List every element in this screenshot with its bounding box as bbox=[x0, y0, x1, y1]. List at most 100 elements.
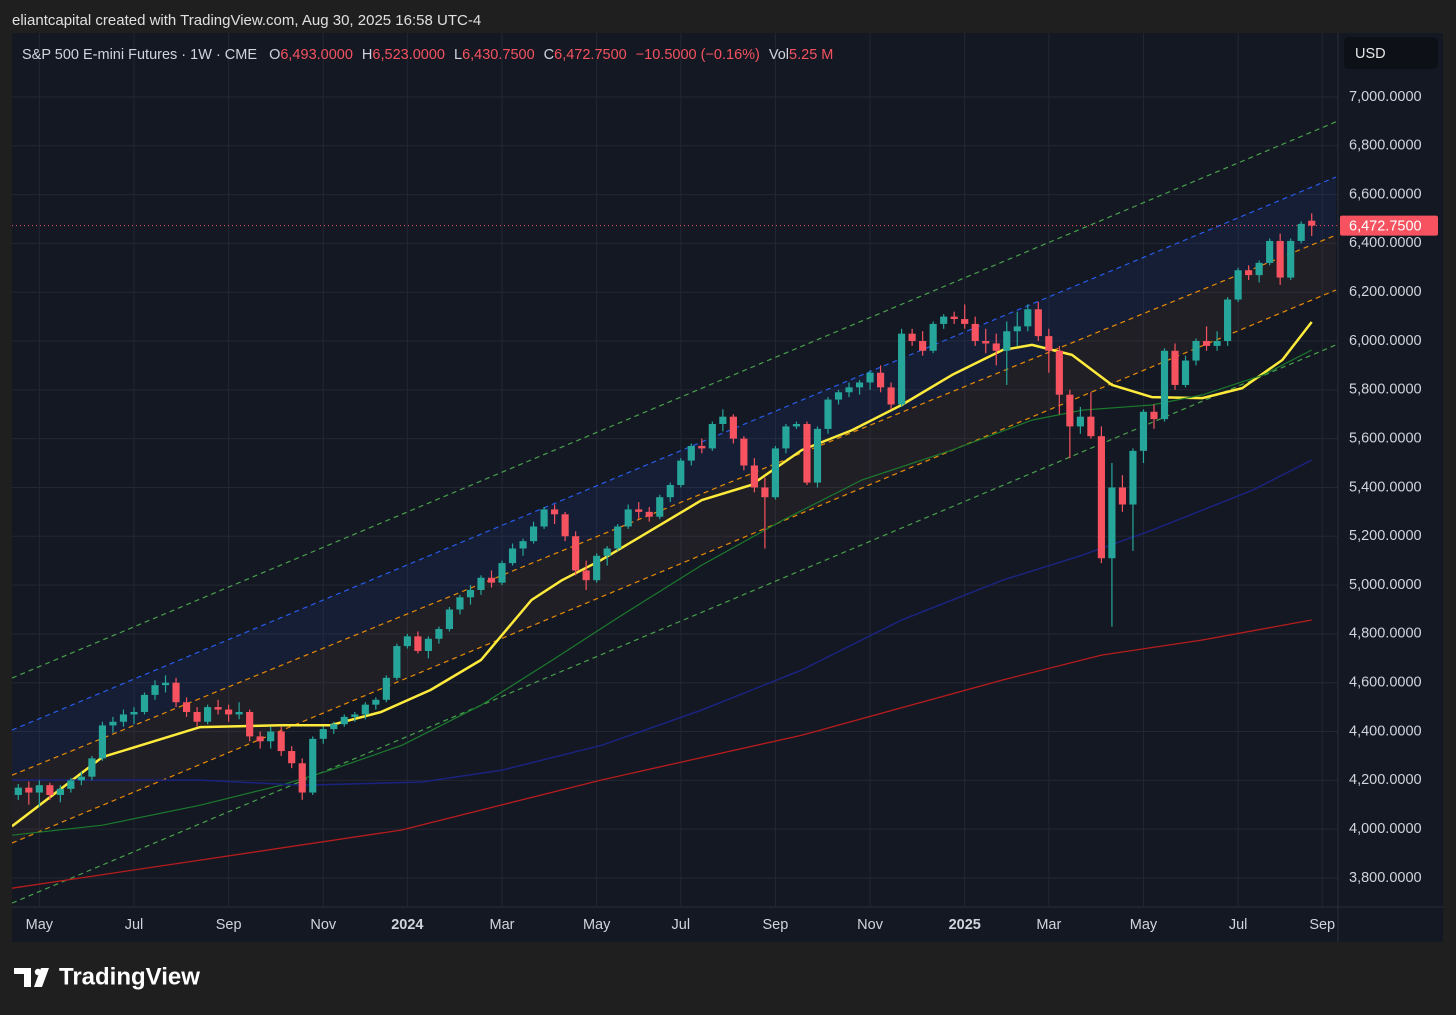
y-tick-label: 5,200.0000 bbox=[1349, 528, 1422, 544]
candle-body bbox=[656, 497, 664, 517]
candle-body bbox=[182, 702, 191, 712]
currency-button[interactable]: USD bbox=[1344, 37, 1438, 69]
candle-body bbox=[792, 423, 801, 427]
candle-body bbox=[1139, 411, 1148, 451]
candle-body bbox=[1234, 270, 1242, 300]
candle-body bbox=[508, 548, 517, 564]
legend-key: O bbox=[269, 47, 280, 63]
legend-value: 6,493.0000 bbox=[280, 47, 353, 63]
candle-body bbox=[855, 382, 864, 388]
candle-body bbox=[288, 751, 296, 764]
candle-body bbox=[729, 416, 737, 439]
candle-body bbox=[750, 465, 758, 488]
candle-body bbox=[982, 341, 990, 344]
candle-body bbox=[456, 597, 464, 610]
candle-body bbox=[624, 509, 632, 527]
candle-body bbox=[519, 541, 527, 549]
logo-text: TradingView bbox=[59, 963, 200, 990]
candle-body bbox=[1024, 309, 1032, 327]
candle-body bbox=[225, 709, 233, 715]
candle-body bbox=[1045, 336, 1053, 351]
x-tick-label: 2024 bbox=[391, 917, 423, 933]
legend-value: 6,523.0000 bbox=[372, 47, 445, 63]
candle-body bbox=[1213, 341, 1221, 346]
candle-body bbox=[719, 416, 727, 424]
candle-body bbox=[267, 731, 275, 742]
candle-body bbox=[1087, 416, 1095, 437]
candle-body bbox=[1181, 360, 1190, 385]
candle-body bbox=[403, 636, 411, 647]
y-tick-label: 5,600.0000 bbox=[1349, 430, 1422, 446]
candle-body bbox=[1171, 350, 1179, 385]
legend-key: C bbox=[544, 47, 554, 63]
x-tick-label: Nov bbox=[857, 917, 884, 933]
candle-body bbox=[1013, 326, 1021, 332]
candle-body bbox=[487, 577, 496, 583]
candle-body bbox=[698, 445, 706, 449]
candle-body bbox=[887, 387, 895, 405]
currency-label[interactable]: USD bbox=[1355, 46, 1386, 62]
currency-button-bg[interactable] bbox=[1344, 37, 1438, 69]
candle-body bbox=[1034, 309, 1042, 337]
candle-body bbox=[529, 526, 538, 542]
candle-body bbox=[140, 694, 149, 712]
candle-body bbox=[908, 333, 916, 342]
candle-body bbox=[603, 548, 611, 556]
candle-body bbox=[740, 438, 748, 466]
candle-body bbox=[1150, 411, 1158, 420]
candle-body bbox=[98, 725, 107, 759]
candle-body bbox=[1097, 436, 1105, 559]
candle-body bbox=[1076, 416, 1084, 427]
y-tick-label: 6,000.0000 bbox=[1349, 333, 1422, 349]
candle-body bbox=[361, 704, 369, 715]
candle-body bbox=[372, 699, 380, 705]
candle-body bbox=[256, 736, 264, 742]
moving-average bbox=[12, 349, 1312, 836]
last-price-label: 6,472.7500 bbox=[1349, 218, 1422, 234]
candle-body bbox=[771, 448, 779, 498]
candle-body bbox=[992, 343, 1000, 351]
y-tick-label: 6,600.0000 bbox=[1349, 186, 1422, 202]
candle-body bbox=[298, 763, 306, 793]
candle-body bbox=[319, 729, 327, 739]
candle-body bbox=[1118, 487, 1127, 505]
candle-body bbox=[414, 636, 422, 651]
candle-body bbox=[393, 646, 401, 678]
candle-body bbox=[845, 387, 853, 393]
candle-body bbox=[466, 589, 475, 598]
candle-body bbox=[88, 758, 96, 777]
candle-body bbox=[1266, 240, 1274, 263]
candle-body bbox=[445, 609, 454, 630]
candle-body bbox=[67, 780, 75, 789]
plot bbox=[12, 121, 1338, 904]
x-tick-label: May bbox=[26, 917, 54, 933]
candle-body bbox=[1276, 240, 1284, 278]
x-tick-label: Mar bbox=[490, 917, 515, 933]
x-tick-label: Jul bbox=[125, 917, 144, 933]
candle-body bbox=[761, 487, 769, 498]
candle-body bbox=[929, 323, 937, 351]
credit: eliantcapital created with TradingView.c… bbox=[12, 12, 481, 29]
candle-body bbox=[971, 323, 979, 342]
candle-body bbox=[1108, 487, 1116, 559]
legend-value: 6,472.7500 bbox=[554, 47, 627, 63]
candle-body bbox=[193, 711, 201, 722]
moving-average bbox=[12, 619, 1312, 889]
candle-body bbox=[119, 714, 128, 722]
legend-key: H bbox=[362, 47, 372, 63]
candle-body bbox=[877, 372, 885, 388]
x-tick-label: May bbox=[583, 917, 611, 933]
candle-body bbox=[540, 509, 548, 527]
x-tick-label: Sep bbox=[1309, 917, 1335, 933]
candle-body bbox=[1245, 270, 1253, 276]
candle-body bbox=[1192, 341, 1200, 361]
x-tick-label: Jul bbox=[1229, 917, 1248, 933]
candle-body bbox=[435, 629, 443, 639]
candle-body bbox=[214, 707, 222, 710]
logo-dot bbox=[34, 968, 42, 976]
y-tick-label: 5,400.0000 bbox=[1349, 479, 1422, 495]
candle-body bbox=[309, 738, 317, 793]
candle-body bbox=[614, 526, 622, 549]
y-tick-label: 4,000.0000 bbox=[1349, 821, 1422, 837]
